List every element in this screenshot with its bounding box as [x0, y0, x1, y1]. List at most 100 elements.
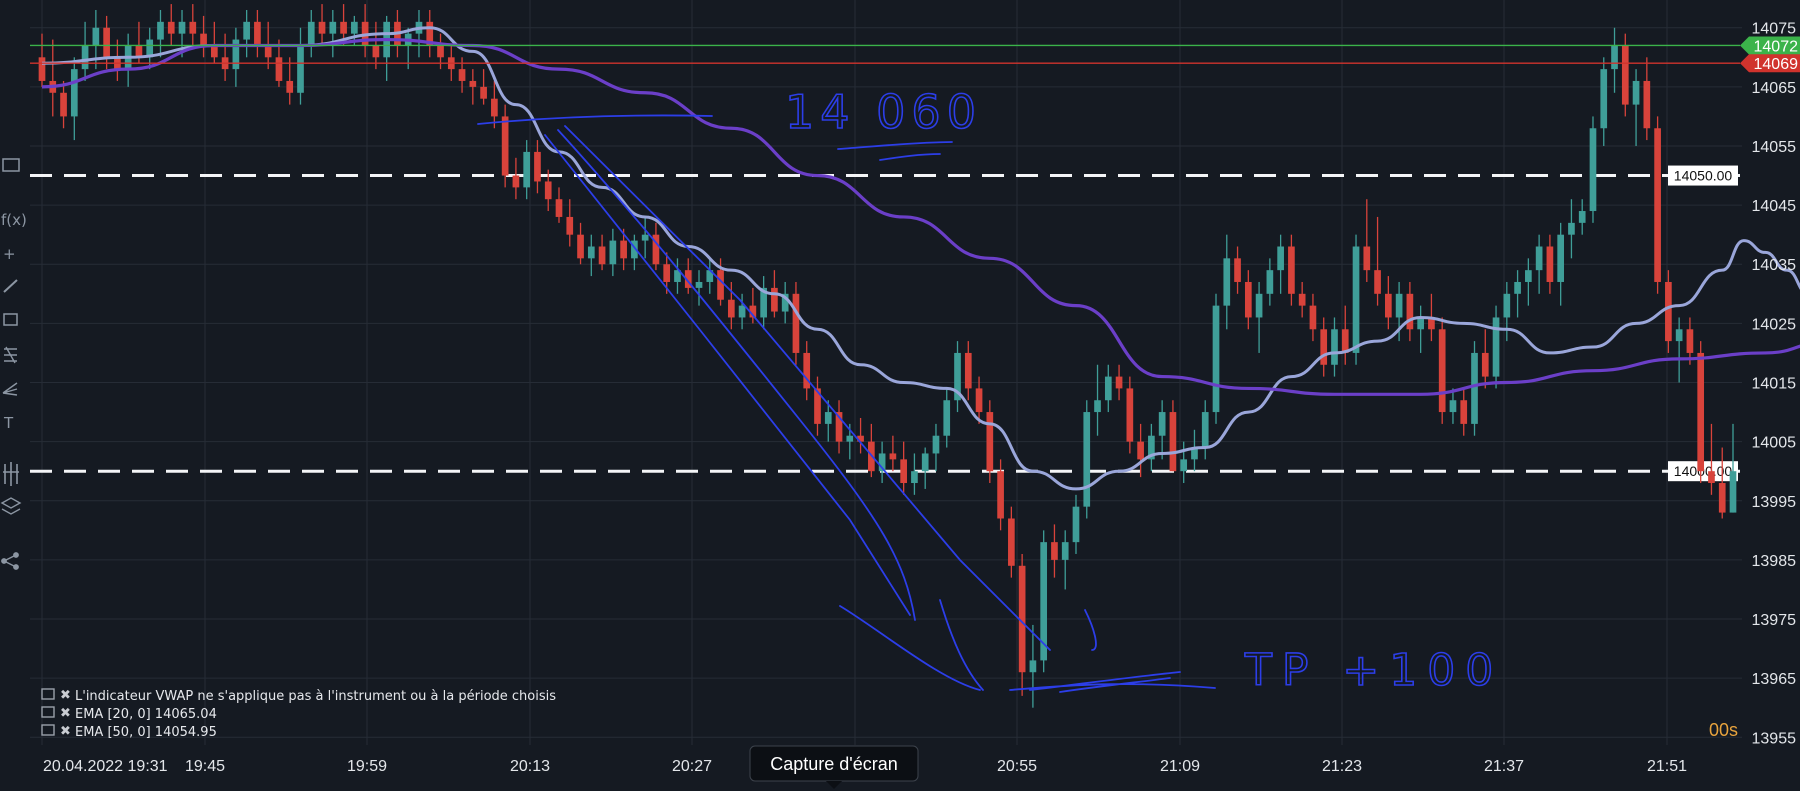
legend-row-ema50: ✖ EMA [50, 0] 14054.95	[41, 724, 217, 740]
candle-body	[1126, 388, 1134, 442]
legend-ema50-text: EMA [50, 0] 14054.95	[75, 725, 217, 740]
candle-body	[803, 352, 811, 389]
candle-body	[1718, 483, 1726, 513]
candle	[1309, 293, 1317, 342]
x-tick-label: 20:27	[672, 758, 712, 775]
drawn-wedge-right	[1084, 609, 1097, 651]
annotation-14060: 14 060	[785, 85, 982, 139]
legend-remove-icon[interactable]: ✖	[60, 706, 71, 721]
candle-body	[889, 453, 897, 460]
toolbar-layers-icon[interactable]	[0, 497, 22, 515]
candle	[1126, 376, 1134, 454]
toolbar-crosshair-icon[interactable]: +	[3, 245, 16, 263]
legend-remove-icon[interactable]: ✖	[60, 688, 71, 703]
candle-body	[1008, 518, 1015, 566]
legend-vwap-text: L'indicateur VWAP ne s'applique pas à l'…	[75, 689, 556, 704]
candle	[857, 417, 864, 454]
toolbar-fibonacci-icon[interactable]	[4, 346, 17, 364]
toolbar-pitchfork-icon[interactable]	[2, 382, 18, 396]
candle	[534, 140, 541, 194]
candle-body	[1406, 293, 1414, 330]
candle	[577, 222, 584, 265]
candle-body	[1557, 234, 1565, 282]
candle-body	[286, 80, 294, 93]
legend-ema20-text: EMA [20, 0] 14065.04	[75, 707, 217, 722]
candle-body	[458, 69, 466, 81]
candle	[523, 140, 531, 200]
candle-body	[781, 293, 789, 312]
candle-body	[275, 57, 283, 81]
legend-settings-icon[interactable]	[41, 706, 55, 718]
candle-body	[824, 412, 832, 424]
toolbar-indicators-icon[interactable]	[3, 462, 19, 486]
toolbar-rectangle-icon[interactable]	[3, 313, 18, 326]
candle-body	[943, 400, 951, 436]
candle	[1417, 305, 1424, 353]
candle	[1018, 553, 1026, 696]
candle-body	[1589, 128, 1597, 212]
candle-body	[749, 305, 757, 318]
y-tick-label: 13985	[1752, 553, 1797, 570]
toolbar-line-icon[interactable]	[3, 279, 18, 293]
candle	[81, 21, 89, 81]
y-tick-label: 14015	[1752, 376, 1797, 393]
candle-body	[232, 39, 240, 70]
price-badge-text-1: 14069	[1754, 56, 1799, 73]
candle	[210, 21, 218, 64]
x-tick-label: 19:59	[347, 758, 387, 775]
candle	[1654, 116, 1661, 294]
drawings[interactable]	[477, 114, 1216, 693]
candle-body	[534, 151, 541, 182]
candle	[1288, 234, 1295, 306]
candle-body	[1331, 329, 1338, 365]
candle	[921, 447, 929, 489]
legend-row-ema20: ✖ EMA [20, 0] 14065.04	[41, 706, 217, 722]
toolbar-text-icon[interactable]: T	[3, 414, 14, 432]
candle	[1374, 216, 1381, 306]
candle	[1471, 341, 1478, 436]
legend-remove-icon[interactable]: ✖	[60, 724, 71, 739]
candle-body	[1525, 270, 1532, 282]
candle-body	[1686, 329, 1694, 353]
toolbar-share-icon[interactable]	[1, 552, 19, 570]
candle	[1589, 116, 1597, 223]
candle-body	[1040, 542, 1048, 661]
candle-body	[1320, 329, 1328, 365]
candle-body	[964, 352, 972, 389]
drawn-trend-cross	[839, 605, 981, 691]
candle-body	[1492, 317, 1500, 377]
candle-body	[986, 412, 994, 472]
y-tick-label: 14025	[1752, 316, 1797, 333]
candle	[598, 234, 606, 271]
legend-settings-icon[interactable]	[41, 724, 55, 736]
candle-body	[975, 388, 983, 413]
candle	[587, 234, 595, 277]
candle-body	[329, 21, 337, 34]
candle-body	[727, 299, 735, 318]
candle	[749, 287, 757, 324]
candle	[512, 157, 520, 200]
candle-body	[1169, 412, 1177, 472]
candle	[1449, 388, 1457, 424]
candle-body	[103, 27, 110, 58]
toolbar-panel-icon[interactable]	[2, 158, 20, 172]
price-badge-1	[1740, 54, 1800, 73]
price-axis[interactable]: 14075 14065 14055 14045 14035 14025 14015 14005…	[1752, 21, 1797, 748]
candle	[1643, 57, 1651, 141]
toolbar-fx-icon[interactable]: f(x)	[1, 211, 27, 229]
indicator-legend: ✖ L'indicateur VWAP ne s'applique pas à …	[41, 688, 556, 740]
y-tick-label: 14005	[1752, 435, 1797, 452]
candle-body	[1514, 281, 1521, 294]
candle	[1212, 293, 1220, 424]
candle-body	[1266, 270, 1274, 294]
candle-body	[566, 216, 574, 235]
tooltip-text: Capture d'écran	[770, 754, 898, 774]
candle	[1675, 317, 1683, 383]
y-tick-label: 14045	[1752, 198, 1797, 215]
candle	[1729, 423, 1737, 513]
legend-settings-icon[interactable]	[41, 688, 55, 700]
candle	[1686, 317, 1694, 365]
candle-body	[1029, 660, 1037, 673]
candle-body	[437, 45, 444, 58]
candle	[480, 69, 487, 105]
